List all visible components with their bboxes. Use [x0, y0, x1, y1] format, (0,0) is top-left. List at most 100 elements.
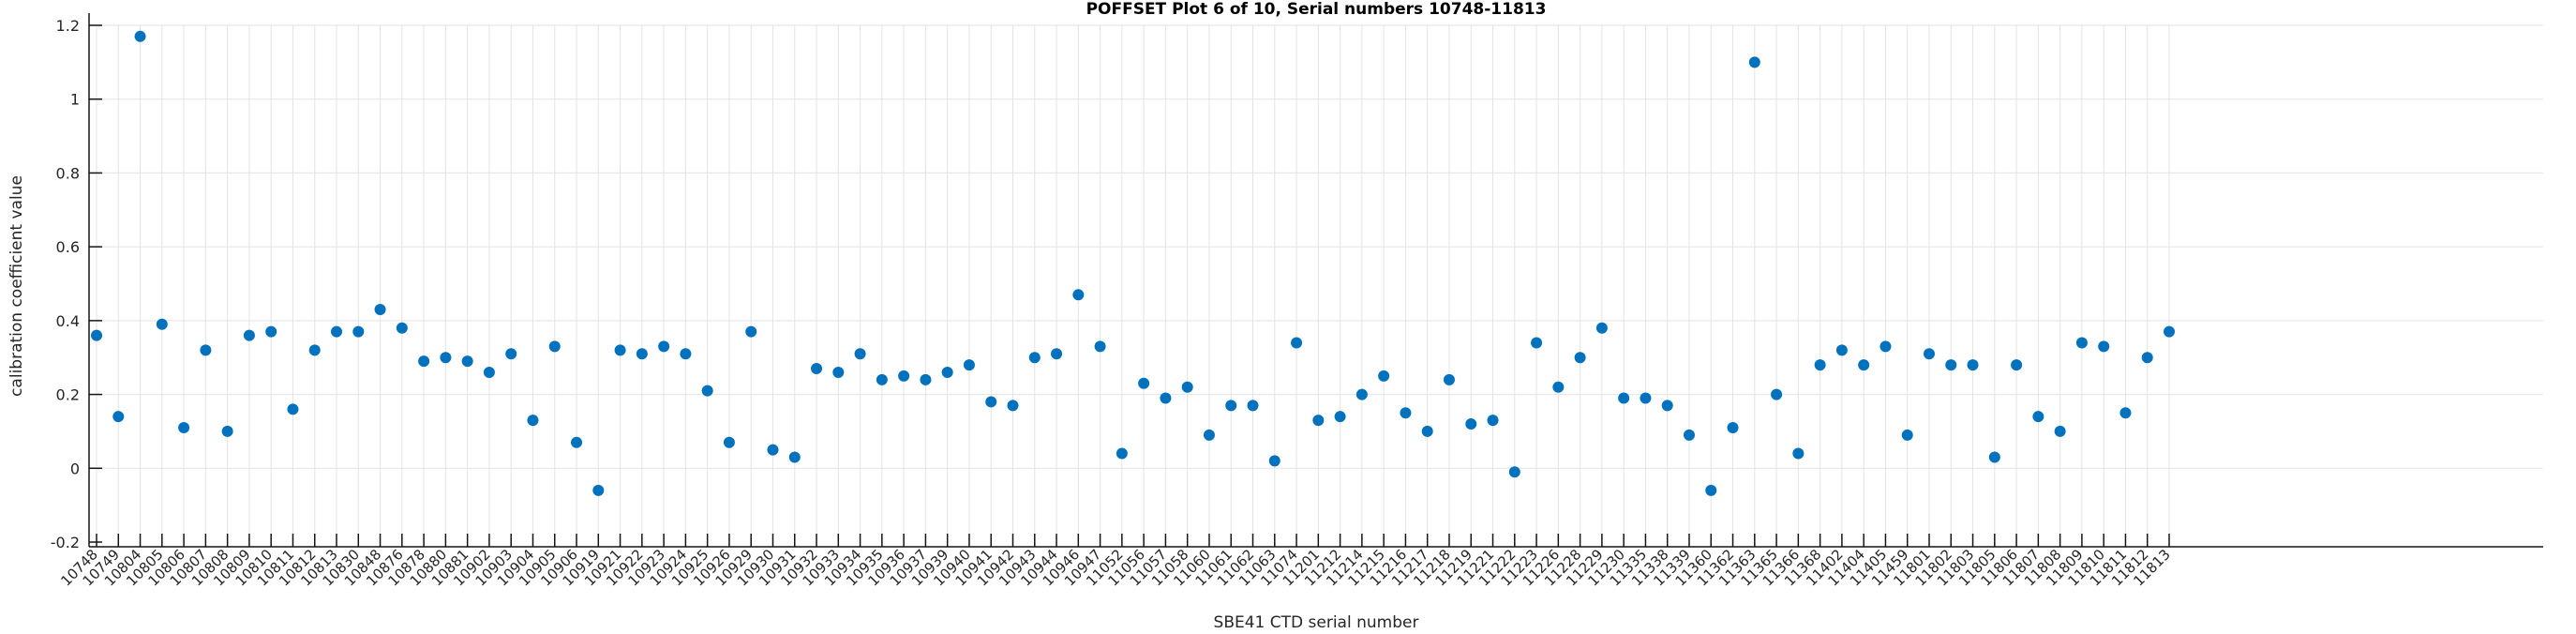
- data-point: [1487, 415, 1499, 427]
- data-point: [832, 366, 845, 378]
- data-point: [1138, 377, 1150, 389]
- data-point: [1268, 455, 1281, 467]
- y-tick-label: 1.2: [56, 17, 80, 35]
- data-point: [876, 373, 888, 385]
- data-point: [1051, 348, 1063, 360]
- data-point: [1683, 429, 1695, 441]
- data-point: [1814, 359, 1826, 371]
- data-point: [1247, 400, 1259, 412]
- data-point: [745, 325, 757, 338]
- data-point: [178, 421, 190, 433]
- data-point: [658, 340, 670, 353]
- data-point: [1443, 373, 1455, 385]
- data-point: [1705, 484, 1717, 496]
- data-point: [221, 425, 233, 437]
- data-point: [614, 344, 626, 356]
- data-point: [2032, 411, 2044, 423]
- data-point: [963, 359, 975, 371]
- data-point: [1727, 421, 1739, 433]
- data-point: [1160, 392, 1172, 404]
- data-point: [1072, 289, 1085, 301]
- data-point: [1967, 359, 1979, 371]
- data-point: [811, 363, 823, 375]
- y-tick-label: -0.2: [51, 534, 80, 551]
- data-point: [243, 329, 255, 341]
- data-point: [788, 451, 801, 463]
- data-point: [1531, 337, 1543, 349]
- data-point: [1400, 407, 1412, 419]
- data-point: [854, 348, 866, 360]
- data-point: [941, 366, 953, 378]
- data-point: [308, 344, 321, 356]
- y-tick-label: 1: [70, 91, 80, 109]
- data-point: [1007, 400, 1019, 412]
- data-point: [265, 325, 277, 338]
- data-point: [1421, 425, 1433, 437]
- data-point: [2164, 325, 2175, 338]
- data-point: [1792, 447, 1805, 460]
- data-point: [1508, 466, 1520, 478]
- data-point: [2141, 352, 2153, 364]
- data-point: [2011, 359, 2023, 371]
- data-point: [1771, 388, 1783, 400]
- data-point: [1661, 400, 1673, 412]
- data-point: [91, 329, 102, 341]
- data-point: [1334, 411, 1346, 423]
- data-point: [112, 411, 125, 423]
- data-point: [1181, 381, 1193, 393]
- data-point: [352, 325, 365, 338]
- data-point: [680, 348, 692, 360]
- data-point: [505, 348, 517, 360]
- data-point: [1618, 392, 1630, 404]
- data-point: [331, 325, 343, 338]
- data-point: [898, 370, 910, 382]
- data-point: [592, 484, 605, 496]
- data-point: [440, 352, 452, 364]
- data-point: [200, 344, 212, 356]
- data-point: [1225, 400, 1237, 412]
- y-tick-label: 0.2: [56, 386, 80, 404]
- data-point: [636, 348, 648, 360]
- data-point: [1028, 352, 1041, 364]
- data-point: [1923, 348, 1935, 360]
- data-point: [1465, 418, 1477, 430]
- data-point: [527, 415, 539, 427]
- data-point: [548, 340, 561, 353]
- data-point: [723, 436, 735, 448]
- data-point: [287, 403, 299, 415]
- data-point: [920, 373, 932, 385]
- data-point: [1640, 392, 1652, 404]
- data-point: [156, 318, 168, 330]
- y-tick-label: 0.6: [56, 238, 80, 256]
- data-point: [483, 366, 495, 378]
- data-point: [1901, 429, 1913, 441]
- x-axis-label: SBE41 CTD serial number: [1213, 613, 1419, 632]
- data-point: [767, 444, 779, 456]
- data-point: [1835, 344, 1848, 356]
- data-point: [701, 385, 713, 397]
- data-point: [1203, 429, 1215, 441]
- data-point: [1116, 447, 1128, 460]
- data-point: [1291, 337, 1303, 349]
- y-tick-label: 0.4: [56, 312, 80, 330]
- data-point: [571, 436, 583, 448]
- data-point: [1945, 359, 1957, 371]
- data-point: [2075, 337, 2088, 349]
- data-point: [1094, 340, 1106, 353]
- data-point: [461, 355, 473, 368]
- data-point: [1988, 451, 2000, 463]
- chart-title: POFFSET Plot 6 of 10, Serial numbers 107…: [1086, 0, 1547, 19]
- data-point: [1858, 359, 1870, 371]
- data-point: [1748, 56, 1760, 68]
- data-point: [1880, 340, 1892, 353]
- data-point: [1574, 352, 1586, 364]
- y-tick-label: 0.8: [56, 164, 80, 182]
- data-point: [2098, 340, 2110, 353]
- data-point: [1355, 388, 1368, 400]
- data-point: [985, 396, 997, 408]
- data-point: [1378, 370, 1390, 382]
- data-point: [2054, 425, 2066, 437]
- data-point: [396, 322, 408, 334]
- data-point: [1312, 415, 1325, 427]
